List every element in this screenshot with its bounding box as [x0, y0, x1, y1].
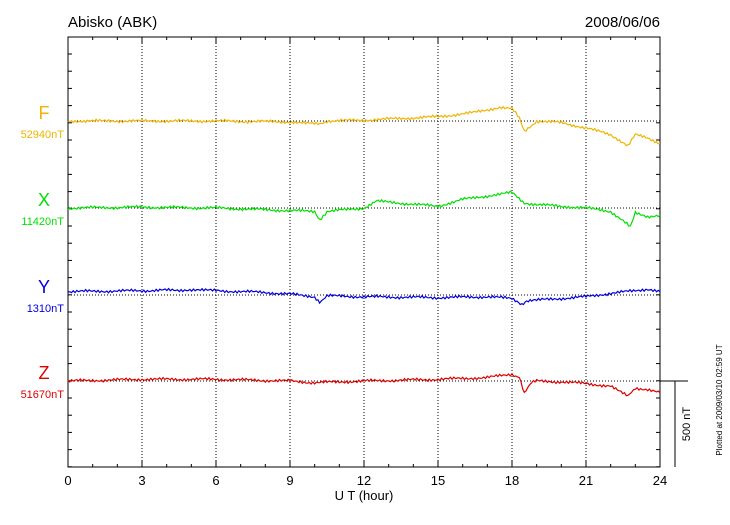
scale-bar: 500 nT: [660, 380, 693, 467]
chart-title: Abisko (ABK): [68, 14, 157, 31]
x-tick-label-0: 0: [64, 473, 71, 488]
x-tick-label-9: 9: [286, 473, 293, 488]
series-line-X: [67, 190, 661, 227]
scale-bar-label: 500 nT: [681, 407, 693, 442]
series-layer: [67, 105, 661, 397]
x-tick-label-6: 6: [212, 473, 219, 488]
x-tick-label-18: 18: [505, 473, 519, 488]
series-name-X: X: [38, 190, 50, 210]
x-tick-label-12: 12: [357, 473, 371, 488]
chart-date: 2008/06/06: [585, 14, 660, 31]
series-baseline-X: 11420nT: [21, 216, 64, 228]
series-line-F: [67, 105, 661, 147]
series-line-Y: [67, 287, 661, 306]
tick-layer: 0 3 6 9 12 15 18 21 24: [64, 37, 667, 488]
series-name-Y: Y: [38, 277, 50, 297]
series-baseline-Y: 1310nT: [27, 303, 65, 315]
series-name-Z: Z: [39, 363, 50, 383]
plot-footer: Plotted at 2009/03/10 02:59 UT: [715, 344, 724, 455]
series-line-Z: [67, 372, 661, 397]
series-baseline-F: 52940nT: [21, 129, 65, 141]
x-tick-label-24: 24: [653, 473, 667, 488]
label-layer: F 52940nT X 11420nT Y 1310nT Z 51670nT: [21, 103, 65, 401]
x-tick-label-15: 15: [431, 473, 445, 488]
plot-frame: [67, 36, 661, 468]
series-baseline-Z: 51670nT: [21, 389, 65, 401]
x-tick-label-3: 3: [138, 473, 145, 488]
series-name-F: F: [39, 103, 50, 123]
x-tick-label-21: 21: [579, 473, 593, 488]
x-axis-label: U T (hour): [335, 488, 394, 503]
